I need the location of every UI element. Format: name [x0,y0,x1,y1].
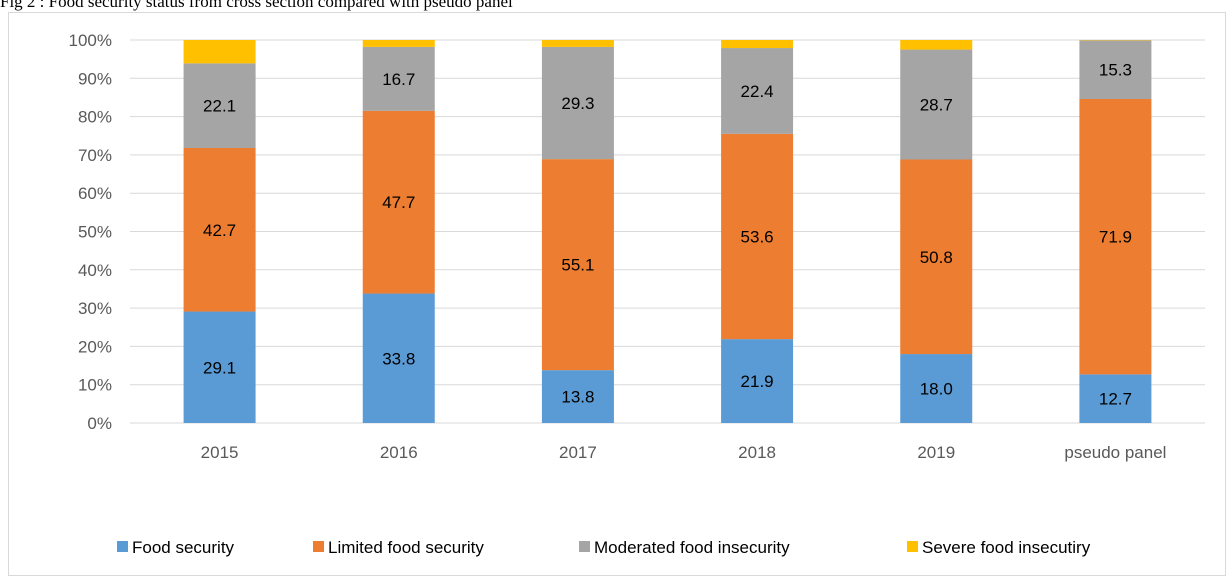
y-tick-label: 100% [69,31,112,50]
x-tick-label: 2016 [380,443,418,462]
bar-segment [183,40,256,64]
data-label: 55.1 [561,256,594,275]
bar-segment [541,46,614,160]
legend-label: Severe food insecutiry [922,538,1091,557]
bar-segment [541,370,614,423]
legend-swatch [313,541,324,552]
y-tick-label: 30% [78,299,112,318]
bars: 29.1 42.7 22.1 33.8 47.7 16.7 13.8 55.1 29.3 21.9… [183,40,1152,423]
data-label: 28.7 [920,96,953,115]
bar-segment [721,339,794,423]
legend-swatch [907,541,918,552]
bar-segment [362,46,435,111]
y-tick-label: 90% [78,69,112,88]
bar-segment [362,40,435,47]
figure-caption: Fig 2 : Food security status from cross … [0,0,513,11]
bar-segment [900,159,973,355]
bar-segment [183,148,256,312]
data-label: 13.8 [561,388,594,407]
x-tick-label: pseudo panel [1064,443,1166,462]
y-tick-label: 50% [78,223,112,242]
legend-swatch [579,541,590,552]
bar-segment [183,311,256,423]
bar-segment [362,110,435,294]
y-tick-label: 40% [78,261,112,280]
x-tick-label: 2017 [559,443,597,462]
data-label: 21.9 [741,372,774,391]
bar-segment [1079,98,1152,375]
gridlines [130,39,1205,424]
bar-segment [183,63,256,149]
data-label: 53.6 [741,227,774,246]
data-label: 16.7 [382,70,415,89]
bar-segment [900,49,973,160]
bar-segment [541,159,614,371]
data-label: 33.8 [382,349,415,368]
x-axis-tick-labels: 2015 2016 2017 2018 2019 pseudo panel [201,443,1167,462]
x-tick-label: 2015 [201,443,239,462]
y-tick-label: 0% [87,414,112,433]
data-label: 29.1 [203,358,236,377]
y-tick-label: 60% [78,184,112,203]
legend-label: Moderated food insecurity [594,538,790,557]
data-label: 42.7 [203,221,236,240]
data-label: 71.9 [1099,228,1132,247]
bar-segment [721,40,794,49]
data-label: 22.1 [203,97,236,116]
y-tick-label: 20% [78,337,112,356]
legend-label: Food security [132,538,235,557]
data-label: 15.3 [1099,61,1132,80]
bar-segment [900,354,973,423]
x-tick-label: 2018 [738,443,776,462]
legend-label: Limited food security [328,538,484,557]
bar-segment [721,48,794,134]
data-label: 18.0 [920,380,953,399]
data-label: 12.7 [1099,390,1132,409]
bar-segment [1079,374,1152,423]
x-tick-label: 2019 [917,443,955,462]
bar-segment [721,133,794,340]
bar-segment [541,40,614,47]
data-label: 29.3 [561,94,594,113]
bar-segment [900,40,973,50]
data-label: 47.7 [382,193,415,212]
y-tick-label: 70% [78,146,112,165]
y-tick-label: 80% [78,108,112,127]
y-tick-label: 10% [78,376,112,395]
legend: Food security Limited food security Modera… [117,538,1091,557]
bar-segment [1079,40,1152,99]
data-label: 50.8 [920,248,953,267]
bar-segment [362,293,435,423]
y-axis-tick-labels: 0% 10% 20% 30% 40% 50% 60% 70% 80% 90% 100% [69,31,112,433]
legend-swatch [117,541,128,552]
data-label: 22.4 [741,82,774,101]
